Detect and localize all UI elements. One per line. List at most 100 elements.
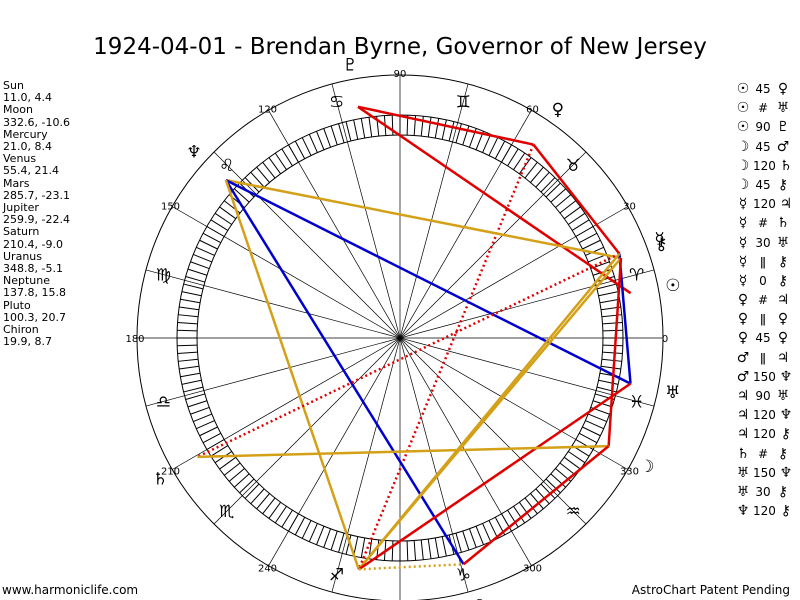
- aspect-row: ☽ 45 ♂: [733, 138, 796, 157]
- chiron-icon: ⚷: [655, 234, 667, 254]
- degree-tick: [219, 456, 237, 470]
- aspect-type: 90: [755, 120, 771, 135]
- degree-tick: [585, 420, 604, 430]
- zodiac-sign-icon: ♋: [329, 92, 344, 112]
- degree-tick: [185, 276, 206, 283]
- aspect-type: 120: [753, 408, 776, 423]
- aspect-type: 120: [753, 427, 776, 442]
- neptune-icon: ♆: [779, 368, 793, 385]
- chiron-icon: ⚷: [777, 253, 789, 270]
- degree-tick: [179, 365, 200, 370]
- planet-coords-saturn: 210.4, -9.0: [3, 237, 63, 251]
- degree-tick: [199, 239, 218, 250]
- sun-icon: ☉: [736, 100, 750, 117]
- moon-icon: ☽: [736, 176, 750, 193]
- degree-tick: [482, 134, 492, 153]
- footer-website[interactable]: www.harmoniclife.com: [2, 583, 139, 597]
- degree-tick: [468, 528, 477, 548]
- degree-tick: [294, 140, 306, 159]
- planet-name-neptune: Neptune: [3, 274, 51, 288]
- degree-tick: [524, 161, 538, 179]
- planet-coords-sun: 11.0, 4.4: [3, 91, 52, 105]
- chiron-icon: ⚷: [777, 176, 789, 193]
- degree-tick: [513, 152, 526, 170]
- degree-tick: [475, 526, 485, 545]
- degree-tick: [281, 509, 293, 528]
- jupiter-icon: ♃: [736, 426, 750, 443]
- planet-name-jupiter: Jupiter: [3, 201, 39, 215]
- planet-name-mercury: Mercury: [3, 127, 48, 141]
- planet-coords-venus: 55.4, 21.4: [3, 164, 59, 178]
- degree-tick: [223, 462, 241, 476]
- degree-tick: [599, 298, 620, 304]
- planet-coords-uranus: 348.8, -5.1: [3, 262, 63, 276]
- planet-name-saturn: Saturn: [3, 225, 40, 239]
- moon-icon: ☽: [736, 138, 750, 155]
- degree-tick: [345, 534, 352, 555]
- degree-tick: [178, 314, 199, 318]
- degree-tick: [262, 161, 276, 179]
- degree-tick: [441, 536, 447, 557]
- aspect-row: ♅ 30 ⚷: [733, 483, 796, 502]
- neptune-icon: ♆: [186, 142, 201, 162]
- uranus-icon: ♅: [736, 464, 750, 481]
- aspect-row: ☿ ǁ ⚷: [733, 253, 796, 272]
- aspect-type: 45: [755, 331, 771, 346]
- degree-tick: [563, 456, 581, 470]
- aspect-row: ☿ 30 ♅: [733, 234, 796, 253]
- degree-tick: [274, 152, 287, 170]
- degree-tick: [600, 365, 621, 370]
- zodiac-sign-icon: ♍: [156, 266, 171, 286]
- degree-tick: [196, 420, 215, 430]
- aspect-row: ☿ 0 ⚷: [733, 272, 796, 291]
- degree-tick: [488, 137, 499, 156]
- degree-tick: [202, 232, 221, 244]
- degree-tick: [301, 520, 312, 539]
- degree-tick: [455, 532, 462, 553]
- degree-tick: [488, 520, 499, 539]
- degree-tick: [177, 321, 198, 325]
- aspect-line: [357, 105, 534, 146]
- degree-tick: [427, 117, 432, 138]
- mercury-icon: ☿: [738, 234, 748, 251]
- uranus-icon: ♅: [736, 483, 750, 500]
- aspect-type: ǁ: [760, 254, 766, 269]
- planet-name-uranus: Uranus: [3, 249, 42, 263]
- degree-tick: [323, 128, 332, 148]
- aspect-line: [357, 257, 622, 571]
- degree-tick: [274, 506, 287, 524]
- aspect-type: 45: [755, 82, 771, 96]
- aspect-row: ♃ 120 ♆: [733, 406, 796, 425]
- degree-tick: [513, 506, 526, 524]
- degree-tick: [585, 246, 604, 256]
- degree-tick: [368, 117, 373, 138]
- aspect-type: #: [757, 216, 769, 231]
- venus-icon: ♀: [552, 100, 564, 120]
- saturn-icon: ♄: [736, 445, 750, 462]
- degree-tick: [601, 358, 622, 362]
- pluto-icon: ♇: [776, 119, 790, 136]
- degree-label: 150: [161, 202, 180, 213]
- degree-tick: [530, 493, 544, 510]
- degree-label: 0: [662, 334, 668, 345]
- degree-tick: [345, 121, 352, 142]
- degree-tick: [178, 358, 199, 362]
- degree-tick: [181, 291, 202, 297]
- degree-label: 90: [394, 69, 407, 80]
- aspect-row: ☉ # ♅: [733, 99, 796, 118]
- aspect-row: ☉ 90 ♇: [733, 118, 796, 137]
- chart-title: 1924-04-01 - Brendan Byrne, Governor of …: [93, 34, 707, 60]
- degree-tick: [250, 171, 265, 188]
- planet-position-list: Sun 11.0, 4.4 Moon 332.6, -10.6 Mercury 21.0,…: [3, 79, 70, 348]
- planet-coords-mercury: 21.0, 8.4: [3, 140, 52, 154]
- degree-tick: [494, 140, 506, 159]
- aspect-line: [532, 143, 621, 255]
- aspect-line: [197, 444, 609, 459]
- degree-tick: [210, 445, 229, 457]
- neptune-icon: ♆: [779, 407, 793, 424]
- zodiac-sign-icon: ♓: [629, 392, 644, 412]
- degree-tick: [579, 432, 598, 444]
- degree-tick: [601, 314, 622, 318]
- aspect-line: [358, 382, 632, 571]
- degree-tick: [294, 517, 306, 536]
